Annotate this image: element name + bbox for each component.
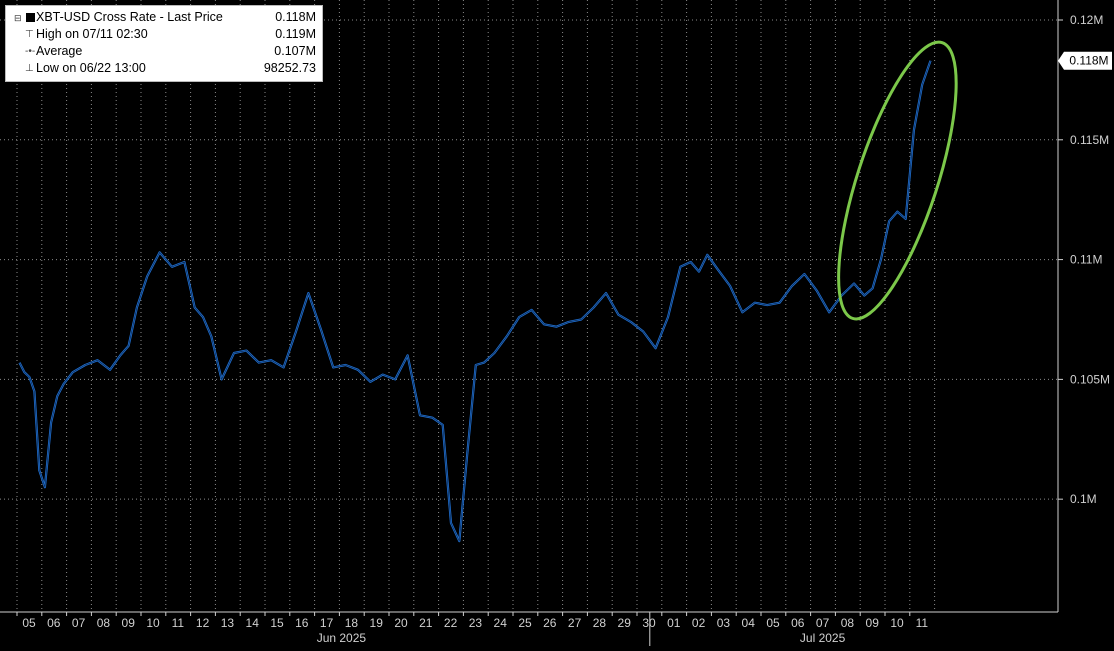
- legend-row-average: -•- Average 0.107M: [6, 44, 322, 60]
- x-tick-label: 05: [766, 616, 780, 630]
- x-tick-label: 23: [469, 616, 483, 630]
- price-series-shadow: [19, 60, 931, 542]
- x-tick-label: 22: [444, 616, 458, 630]
- annotation-layer: 0.118M: [837, 40, 1112, 321]
- x-tick-label: 04: [742, 616, 756, 630]
- x-tick-label: 06: [47, 616, 61, 630]
- x-tick-label: 06: [791, 616, 805, 630]
- x-tick-label: 18: [345, 616, 359, 630]
- x-tick-label: 08: [841, 616, 855, 630]
- x-tick-label: 27: [568, 616, 582, 630]
- x-tick-label: 21: [419, 616, 433, 630]
- legend-value-low: 98252.73: [263, 61, 316, 75]
- legend-row-last-price: ⊟ XBT-USD Cross Rate - Last Price 0.118M: [6, 10, 322, 26]
- x-tick-label: 20: [394, 616, 408, 630]
- x-tick-label: 07: [72, 616, 86, 630]
- x-tick-label: 05: [22, 616, 36, 630]
- series-layer: [18, 60, 932, 543]
- y-tick-label: 0.1M: [1070, 492, 1097, 506]
- x-tick-label: 25: [518, 616, 532, 630]
- x-tick-label: 26: [543, 616, 557, 630]
- x-tick-label: 07: [816, 616, 830, 630]
- x-tick-label: 30: [642, 616, 656, 630]
- x-month-label: Jun 2025: [317, 631, 367, 645]
- high-marker-icon: ⊤: [25, 29, 34, 40]
- low-marker-icon: ⊥: [25, 63, 34, 74]
- x-tick-label: 29: [618, 616, 632, 630]
- legend-row-high: ⊤ High on 07/11 02:30 0.119M: [6, 27, 322, 43]
- legend-label-last-price: XBT-USD Cross Rate - Last Price: [36, 10, 223, 24]
- x-tick-label: 12: [196, 616, 210, 630]
- average-marker-icon: -•-: [25, 46, 36, 57]
- x-tick-label: 15: [270, 616, 284, 630]
- chart-legend: ⊟ XBT-USD Cross Rate - Last Price 0.118M…: [5, 5, 323, 82]
- y-tick-label: 0.12M: [1070, 13, 1103, 27]
- last-price-tag-label: 0.118M: [1069, 54, 1108, 68]
- x-tick-label: 28: [593, 616, 607, 630]
- last-price-tag: [1058, 51, 1112, 70]
- grid-layer: [0, 0, 1058, 612]
- x-month-label: Jul 2025: [800, 631, 846, 645]
- highlight-ellipse: [837, 40, 958, 321]
- x-tick-label: 10: [146, 616, 160, 630]
- y-tick-label: 0.11M: [1070, 253, 1102, 267]
- legend-row-low: ⊥ Low on 06/22 13:00 98252.73: [6, 61, 322, 77]
- x-tick-label: 17: [320, 616, 334, 630]
- x-tick-label: 02: [692, 616, 706, 630]
- x-tick-label: 09: [866, 616, 880, 630]
- x-tick-label: 11: [916, 616, 929, 630]
- legend-value-last-price: 0.118M: [275, 10, 316, 24]
- x-tick-label: 11: [172, 616, 185, 630]
- x-tick-label: 19: [370, 616, 384, 630]
- x-tick-label: 24: [494, 616, 508, 630]
- legend-label-average: Average: [36, 44, 83, 58]
- x-tick-label: 13: [221, 616, 235, 630]
- x-tick-label: 08: [97, 616, 111, 630]
- legend-label-low: Low on 06/22 13:00: [36, 61, 146, 75]
- y-tick-label: 0.115M: [1070, 133, 1109, 147]
- x-tick-label: 14: [246, 616, 260, 630]
- x-tick-label: 01: [667, 616, 681, 630]
- y-tick-label: 0.105M: [1070, 372, 1110, 386]
- series-swatch-icon: [26, 13, 35, 22]
- legend-label-high: High on 07/11 02:30: [36, 27, 148, 41]
- legend-value-average: 0.107M: [274, 44, 316, 58]
- x-tick-label: 03: [717, 616, 731, 630]
- x-tick-label: 10: [890, 616, 904, 630]
- x-tick-label: 09: [122, 616, 136, 630]
- legend-value-high: 0.119M: [275, 27, 316, 41]
- collapse-icon[interactable]: ⊟: [14, 13, 22, 23]
- x-tick-label: 16: [295, 616, 309, 630]
